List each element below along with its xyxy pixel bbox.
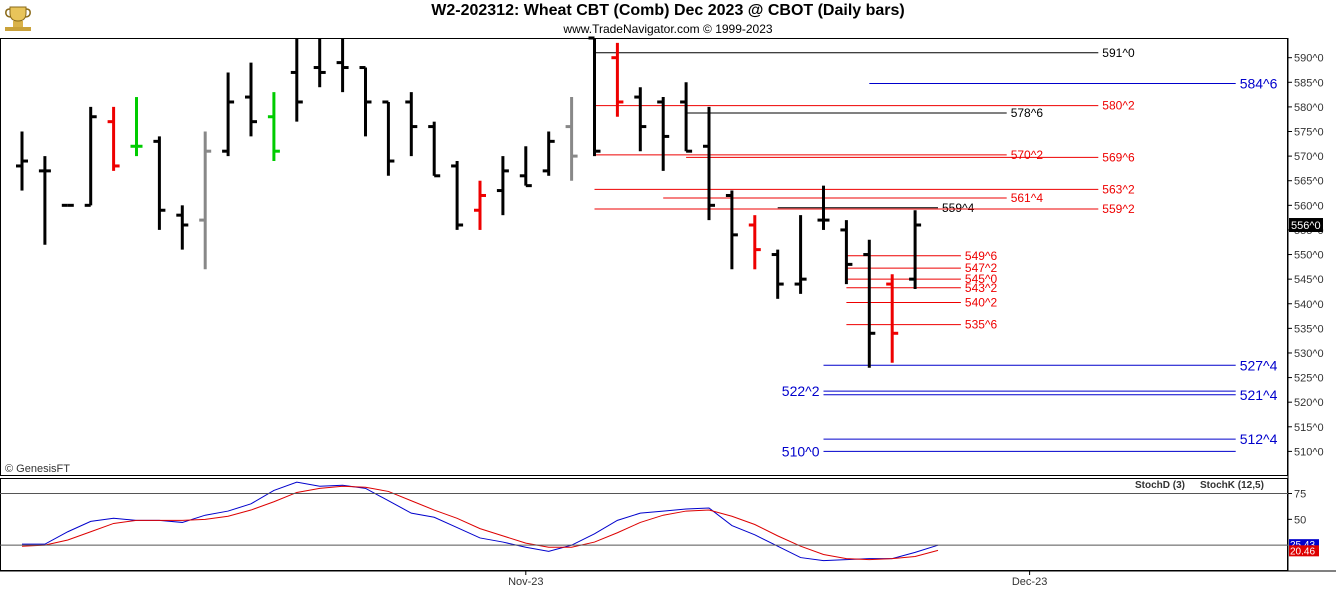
price-panel: [0, 38, 1289, 571]
price-axis: 510^0 515^0 520^0 525^0 530^0 535^0 540^0 545^0…: [1288, 53, 1324, 458]
chart-subtitle: www.TradeNavigator.com © 1999-2023: [563, 22, 773, 36]
trophy-logo-icon: [5, 6, 31, 31]
stochk-last-box: [1289, 539, 1319, 551]
level-label: 559^2: [1102, 202, 1135, 216]
price-tick-label: 580^0: [1294, 102, 1324, 114]
level-label: 512^4: [1240, 431, 1278, 447]
level-label: 535^6: [965, 318, 998, 332]
level-label: 527^4: [1240, 357, 1278, 373]
price-tick-label: 535^0: [1294, 323, 1324, 335]
stochastic-panel-border: [0, 478, 1288, 571]
level-label: 522^2: [782, 383, 820, 399]
level-label: 563^2: [1102, 182, 1135, 196]
level-label: 543^2: [965, 281, 998, 295]
stochastic-lines: [21, 481, 939, 562]
price-tick-label: 585^0: [1294, 77, 1324, 89]
legend-stochd: StochD (3): [1135, 480, 1185, 491]
price-tick-label: 520^0: [1294, 397, 1324, 409]
level-label: 559^4: [942, 201, 975, 215]
price-tick-label: 525^0: [1294, 373, 1324, 385]
price-tick-label: 565^0: [1294, 176, 1324, 188]
stochd-last-value: 20.46: [1290, 546, 1315, 557]
level-label: 570^2: [1011, 148, 1044, 162]
level-label: 547^2: [965, 261, 998, 275]
last-price-label: 556^0: [1291, 220, 1321, 232]
watermark: © GenesisFT: [5, 463, 70, 475]
price-panel-border: [0, 38, 1288, 476]
stochastic-tick-label: 75: [1294, 489, 1306, 501]
price-tick-label: 545^0: [1294, 274, 1324, 286]
price-tick-label: 530^0: [1294, 348, 1324, 360]
legend-stochk: StochK (12,5): [1200, 480, 1264, 491]
stochastic-tick-label: 50: [1294, 514, 1306, 526]
level-label: 569^6: [1102, 150, 1135, 164]
price-tick-label: 575^0: [1294, 127, 1324, 139]
level-label: 584^6: [1240, 76, 1278, 92]
level-label: 591^0: [1102, 46, 1135, 60]
ohlc-bars: [16, 36, 922, 368]
price-tick-label: 510^0: [1294, 446, 1324, 458]
price-tick-label: 560^0: [1294, 200, 1324, 212]
level-label: 580^2: [1102, 99, 1135, 113]
price-tick-label: 590^0: [1294, 53, 1324, 65]
chart-header: W2-202312: Wheat CBT (Comb) Dec 2023 @ C…: [0, 0, 1336, 38]
last-price-box: [1289, 218, 1323, 233]
price-tick-label: 540^0: [1294, 299, 1324, 311]
level-label: 549^6: [965, 249, 998, 263]
date-axis: Nov-23 Dec-23: [508, 571, 1047, 588]
level-label: 510^0: [782, 443, 820, 459]
stochastic-line-k: [22, 481, 939, 562]
price-tick-label: 515^0: [1294, 422, 1324, 434]
level-label: 540^2: [965, 296, 998, 310]
date-tick-label: Dec-23: [1012, 576, 1047, 588]
level-label: 545^0: [965, 272, 998, 286]
stochastic-panel: [0, 478, 1336, 572]
stochd-last-box: [1289, 545, 1319, 557]
chart-title: W2-202312: Wheat CBT (Comb) Dec 2023 @ C…: [431, 2, 905, 19]
price-tick-label: 550^0: [1294, 250, 1324, 262]
price-levels: 591^0 584^6 580^2 578^6 570^2 569^6 563^2 561^4…: [594, 46, 1278, 459]
level-label: 521^4: [1240, 387, 1278, 403]
date-tick-label: Nov-23: [508, 576, 543, 588]
price-tick-label: 570^0: [1294, 151, 1324, 163]
level-label: 578^6: [1011, 106, 1044, 120]
stochastic-line-d: [21, 485, 939, 561]
level-label: 561^4: [1011, 191, 1044, 205]
